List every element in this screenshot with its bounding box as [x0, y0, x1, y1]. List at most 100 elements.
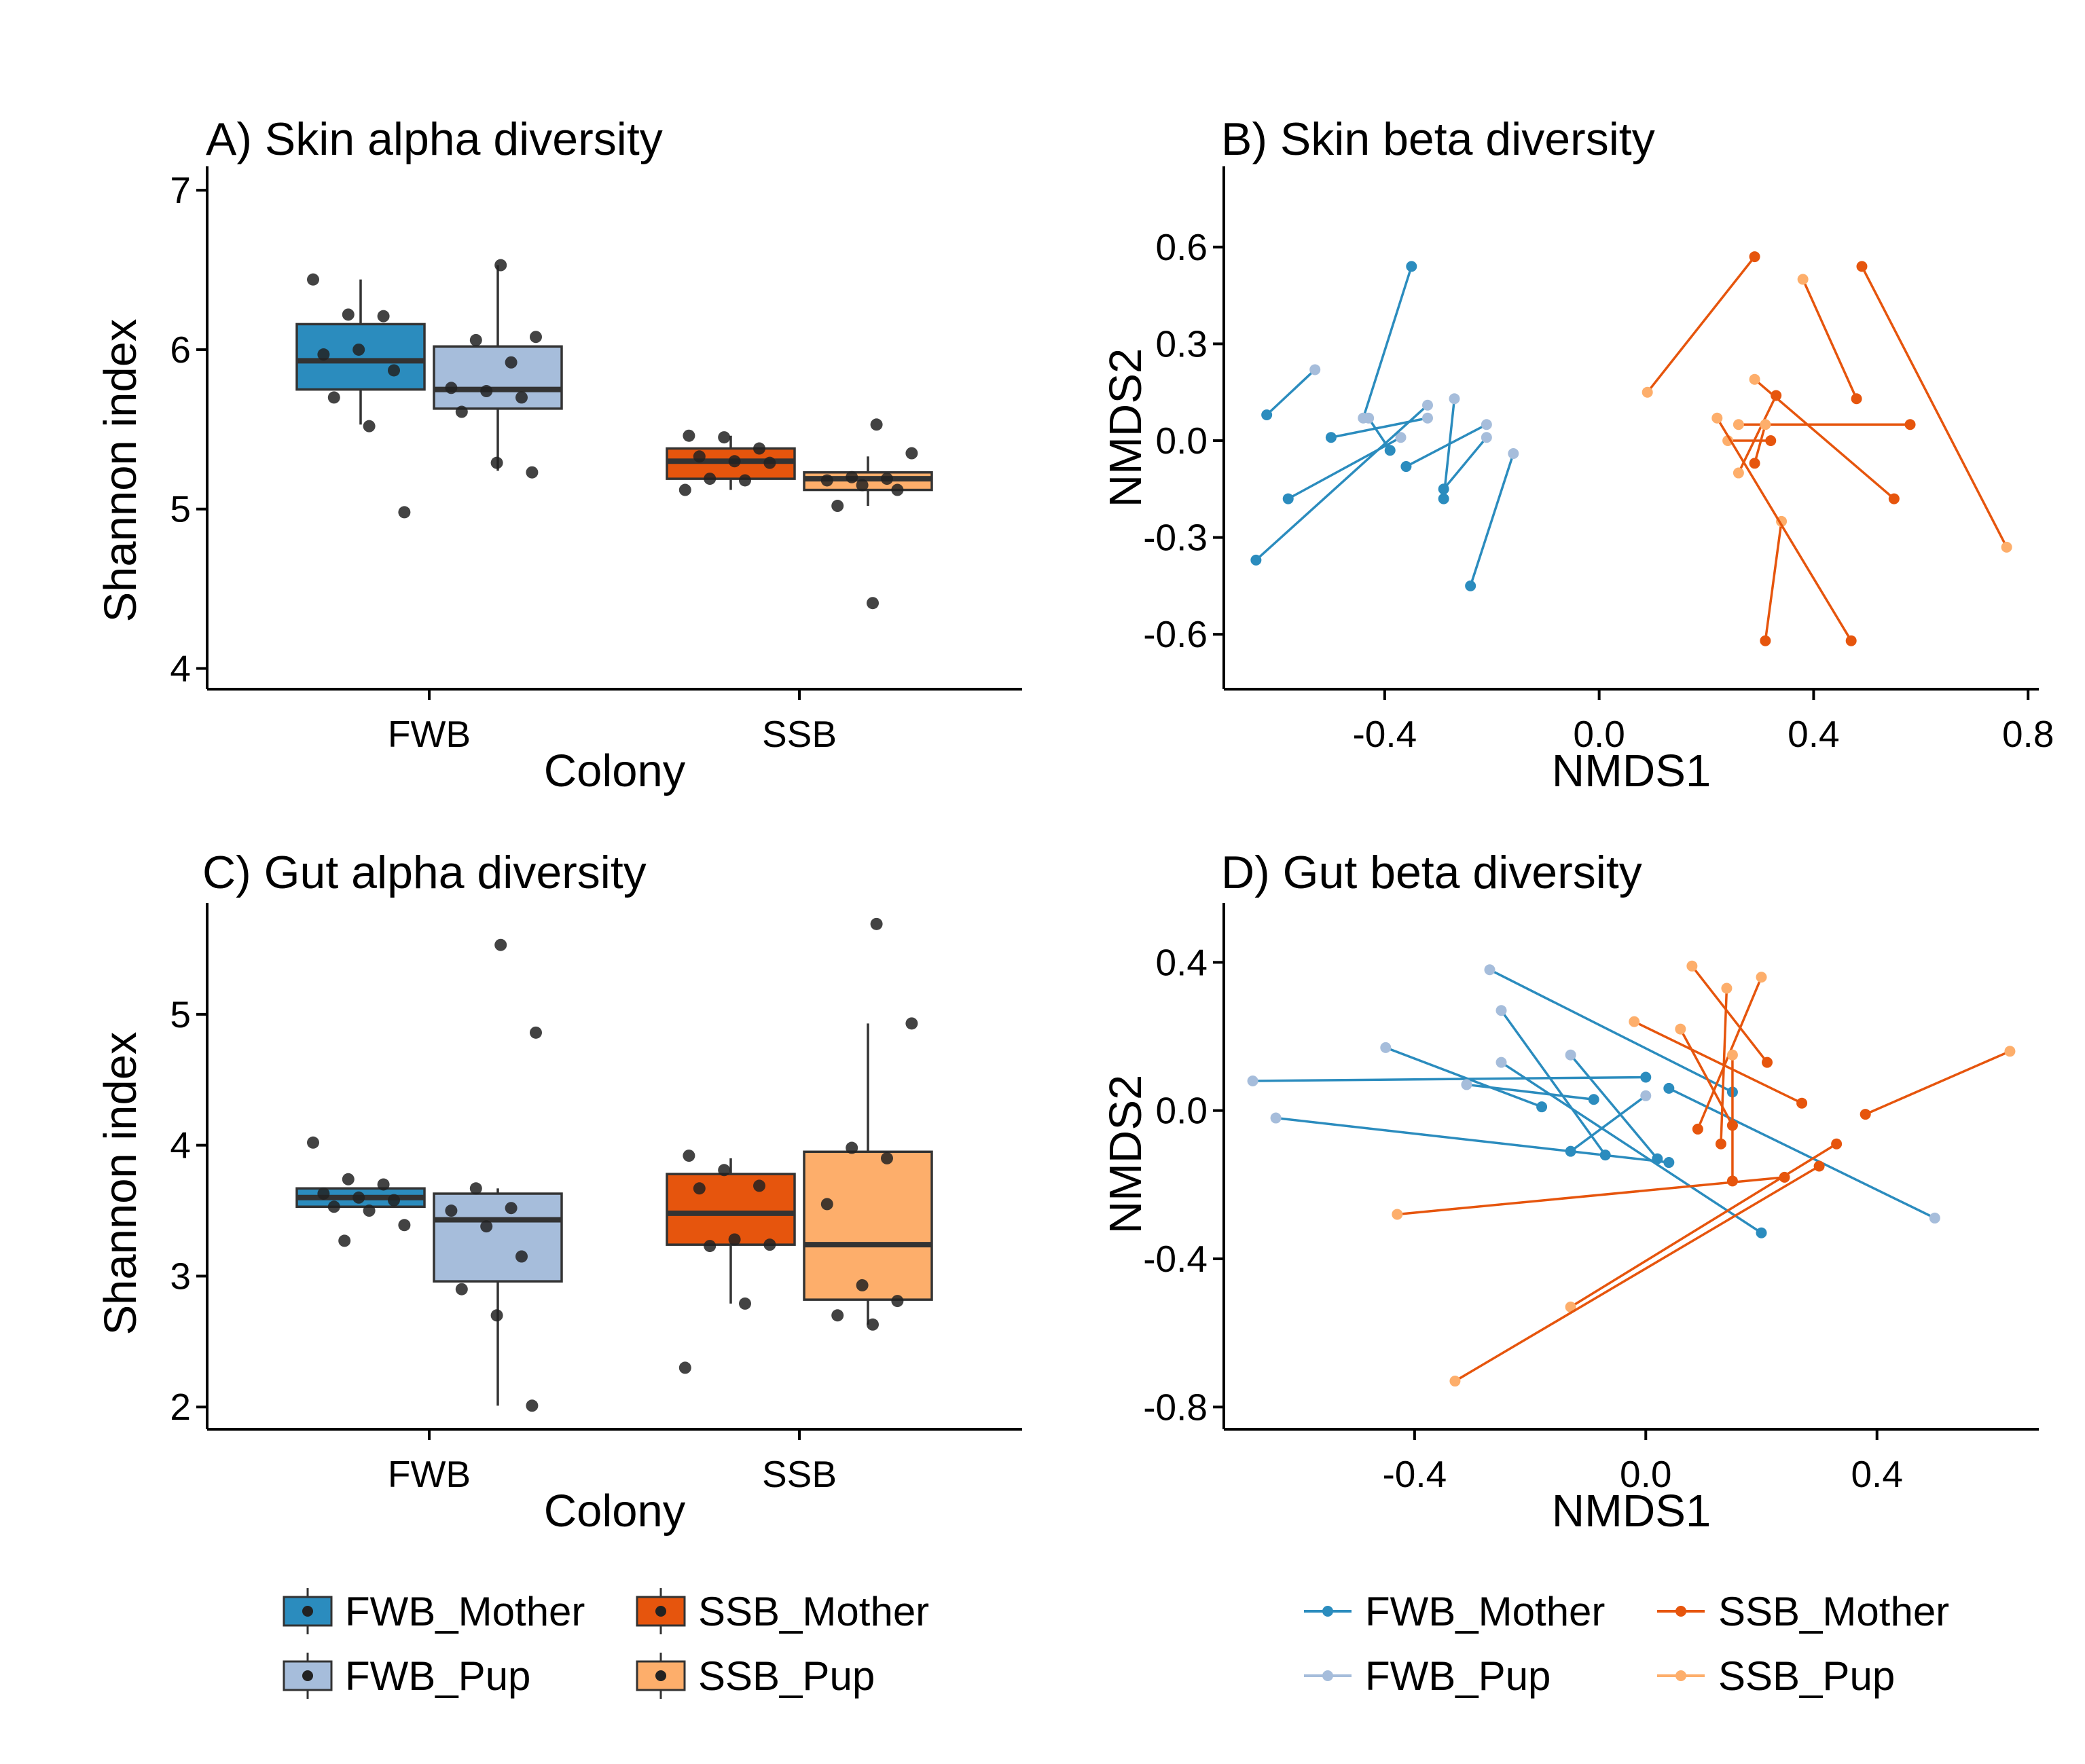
mother-point — [1762, 1056, 1773, 1068]
pair-line — [1633, 1021, 1802, 1105]
data-point — [505, 1202, 518, 1215]
mother-point — [1845, 635, 1857, 646]
data-point — [377, 310, 390, 323]
pup-point — [2001, 541, 2012, 553]
data-point — [678, 1361, 691, 1374]
data-point — [739, 1297, 751, 1310]
data-point — [530, 1026, 542, 1039]
plot-area: -0.6 -0.3 0.0 0.3 0.6 -0.4 0.0 0.4 0.8 — [1143, 166, 2054, 755]
pup-point — [1722, 435, 1734, 447]
data-point — [683, 1150, 695, 1162]
legend-item: SSB_Mother — [636, 1588, 929, 1634]
data-point — [377, 1178, 390, 1191]
legend-label: SSB_Mother — [698, 1589, 929, 1634]
box-ssb-pup — [803, 917, 933, 1331]
pair-fwb — [1461, 1079, 1599, 1105]
pup-point — [1449, 1376, 1461, 1387]
pair-line — [1397, 1176, 1785, 1216]
pup-point — [1309, 364, 1321, 375]
y-tick-label: -0.4 — [1143, 1238, 1208, 1280]
y-tick-label: -0.8 — [1143, 1386, 1208, 1428]
pup-point — [1733, 467, 1744, 479]
x-tick-label: -0.4 — [1352, 713, 1417, 755]
y-tick-label: -0.6 — [1143, 613, 1208, 655]
x-tick-label: FWB — [388, 713, 471, 755]
panel-skin-beta: B) Skin beta diversity NMDS1 NMDS2 -0.6-… — [1100, 113, 2054, 796]
box-ssb-pup — [803, 418, 933, 610]
pup-point — [1686, 960, 1698, 972]
mother-point — [1692, 1123, 1703, 1135]
pair-line — [1668, 1087, 1936, 1219]
pair-fwb — [1438, 432, 1492, 495]
data-point — [763, 456, 776, 469]
box-body — [666, 1173, 796, 1246]
data-point — [870, 418, 883, 431]
y-tick-label: 0.3 — [1156, 323, 1208, 365]
box-body — [295, 323, 426, 391]
data-point — [327, 391, 340, 404]
pair-line — [1720, 988, 1728, 1144]
pair-line — [1255, 404, 1429, 562]
pair-line — [1679, 1028, 1734, 1126]
pair-line — [1385, 1046, 1542, 1108]
mother-point — [1325, 432, 1337, 443]
pup-point — [1629, 1016, 1640, 1027]
pup-point — [1508, 448, 1519, 460]
pair-line — [1860, 265, 2008, 548]
legend-item: FWB_Pup — [283, 1653, 530, 1699]
data-point — [494, 259, 507, 272]
data-point — [846, 1141, 858, 1154]
x-axis-title: Colony — [544, 1486, 686, 1537]
box-body — [433, 345, 563, 410]
legend-key-box — [283, 1596, 333, 1627]
pair-fwb — [1270, 1112, 1675, 1169]
legend-key-point — [655, 1606, 666, 1617]
data-point — [728, 455, 741, 468]
pair-ssb — [1733, 390, 1782, 479]
legend-key-point — [1675, 1670, 1686, 1681]
plot-area: 4 5 6 7 FWB SSB — [170, 166, 1022, 755]
legend-label: FWB_Mother — [1365, 1589, 1605, 1634]
plot-area: -0.8 -0.4 0.0 0.4 -0.4 0.0 0.4 — [1143, 903, 2039, 1495]
y-tick-label: 2 — [170, 1386, 191, 1428]
data-point — [831, 1309, 844, 1322]
pup-point — [1392, 1209, 1403, 1220]
pup-point — [1380, 1042, 1392, 1053]
data-point — [870, 917, 883, 930]
pup-point — [1358, 412, 1369, 424]
data-point — [469, 1182, 482, 1195]
pair-ssb — [1629, 1016, 1808, 1109]
x-tick-label: 0.8 — [2002, 713, 2054, 755]
x-tick-label: 0.0 — [1620, 1453, 1671, 1495]
data-point — [307, 273, 319, 286]
legend-label: FWB_Pup — [1365, 1653, 1551, 1699]
pair-fwb — [1565, 1090, 1652, 1157]
y-tick-label: 6 — [170, 329, 191, 371]
mother-point — [1771, 390, 1782, 401]
data-point — [881, 1152, 893, 1164]
data-point — [856, 479, 869, 492]
pup-point — [1675, 1023, 1686, 1035]
data-point — [398, 506, 411, 519]
x-tick-label: FWB — [388, 1453, 471, 1495]
mother-point — [1384, 445, 1396, 456]
data-point — [480, 1220, 493, 1233]
pair-line — [1265, 369, 1316, 416]
data-point — [342, 308, 355, 321]
mother-point — [1652, 1153, 1663, 1164]
pair-line — [1737, 394, 1777, 474]
panel-skin-alpha: A) Skin alpha diversity Colony Shannon i… — [95, 113, 1022, 796]
pair-fwb — [1358, 261, 1417, 424]
data-point — [515, 391, 528, 404]
pair-line — [1646, 256, 1756, 393]
y-tick-label: 5 — [170, 488, 191, 530]
x-axis-title: NMDS1 — [1552, 1486, 1711, 1537]
pair-ssb — [1449, 1160, 1825, 1387]
panel-title: A) Skin alpha diversity — [206, 113, 663, 165]
data-point — [693, 1182, 706, 1195]
pup-point — [1247, 1075, 1258, 1086]
pair-line — [1443, 437, 1488, 490]
legend-key-box — [636, 1596, 686, 1627]
pair-line — [1454, 1164, 1820, 1382]
legend-label: FWB_Mother — [345, 1589, 585, 1634]
